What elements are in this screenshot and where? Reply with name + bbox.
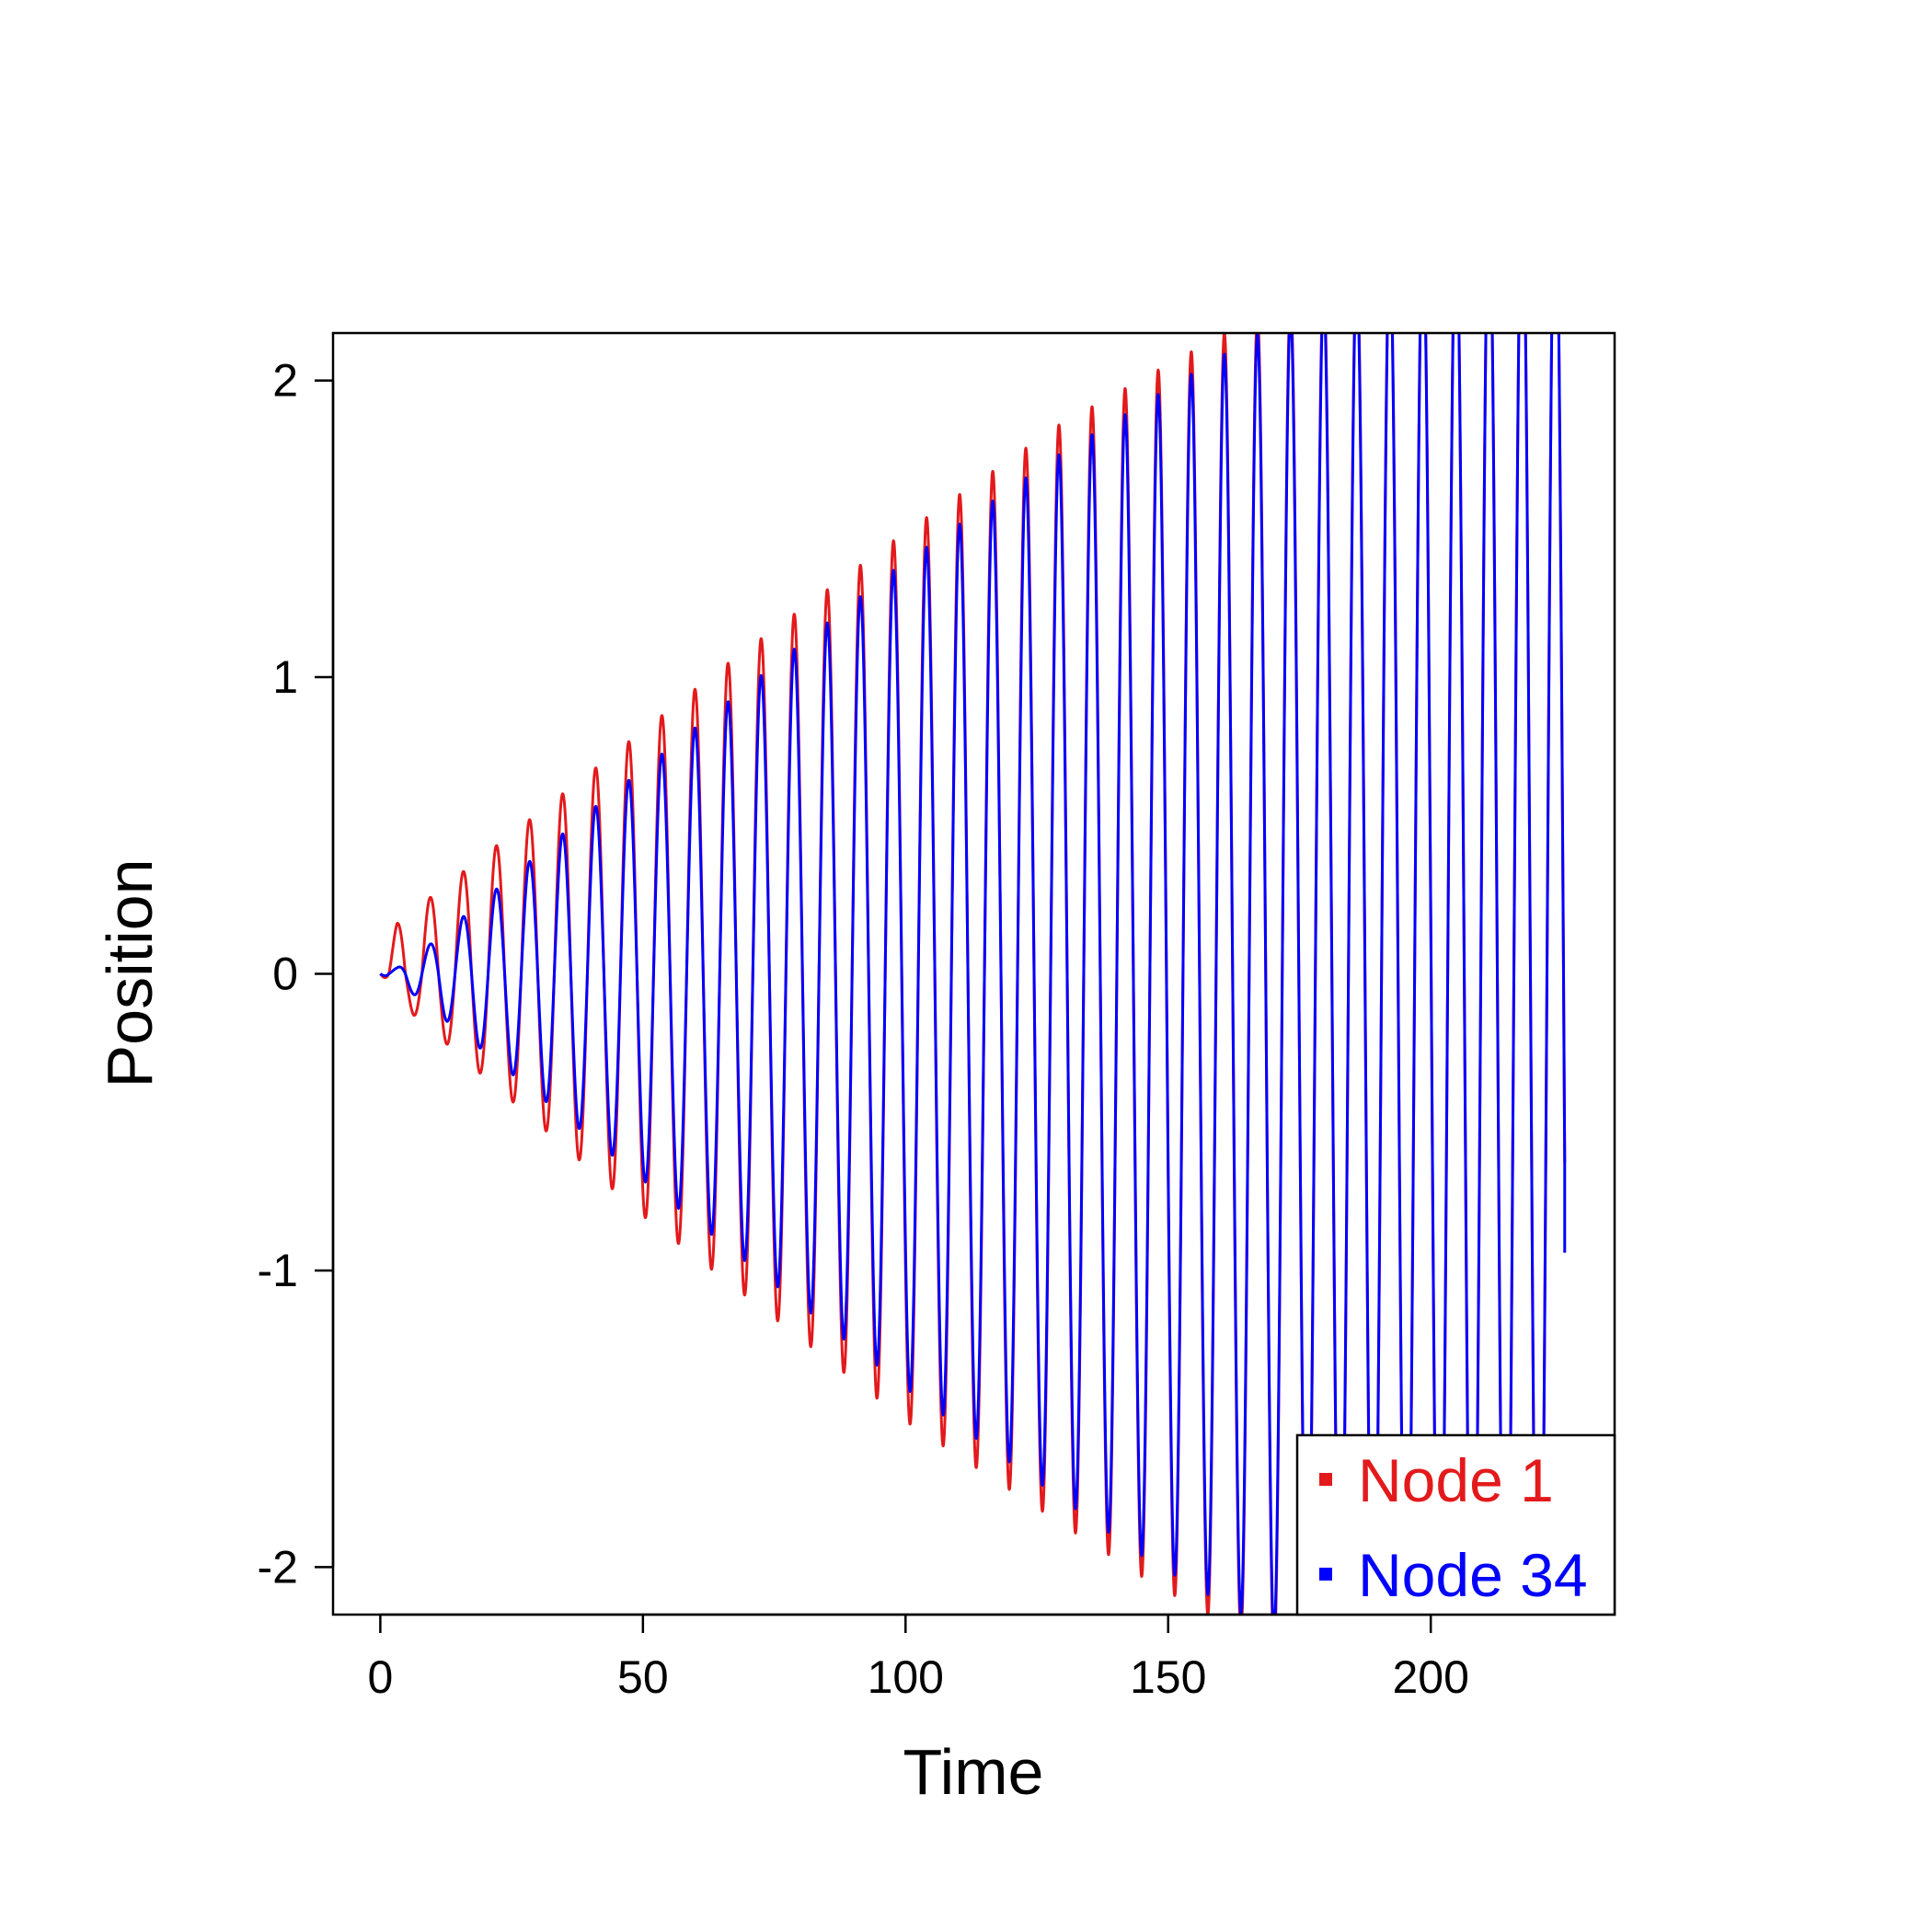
legend-label-node-1: Node 1 bbox=[1358, 1446, 1554, 1514]
x-axis-title: Time bbox=[903, 1736, 1044, 1808]
y-tick-label: -2 bbox=[258, 1541, 298, 1593]
legend: Node 1 Node 34 bbox=[1295, 1433, 1616, 1616]
legend-key-node-34 bbox=[1319, 1568, 1332, 1581]
y-tick-label: 1 bbox=[272, 651, 298, 703]
legend-box bbox=[1295, 1433, 1616, 1616]
x-axis: 0 50 100 150 200 bbox=[367, 1613, 1469, 1703]
legend-label-node-34: Node 34 bbox=[1358, 1541, 1588, 1609]
y-axis-title: Position bbox=[94, 858, 166, 1087]
series-layer bbox=[379, 333, 1567, 1615]
y-tick-label: 0 bbox=[272, 949, 298, 1000]
y-axis: -2 -1 0 1 2 bbox=[258, 355, 335, 1593]
x-tick-label: 100 bbox=[868, 1651, 944, 1703]
x-tick-label: 50 bbox=[617, 1651, 669, 1703]
series-line-node-34 bbox=[379, 333, 1567, 1615]
y-tick-label: -1 bbox=[258, 1245, 298, 1296]
x-tick-label: 0 bbox=[367, 1651, 393, 1703]
y-tick-label: 2 bbox=[272, 355, 298, 407]
x-tick-label: 150 bbox=[1130, 1651, 1206, 1703]
x-tick-label: 200 bbox=[1392, 1651, 1468, 1703]
legend-key-node-1 bbox=[1319, 1473, 1332, 1486]
